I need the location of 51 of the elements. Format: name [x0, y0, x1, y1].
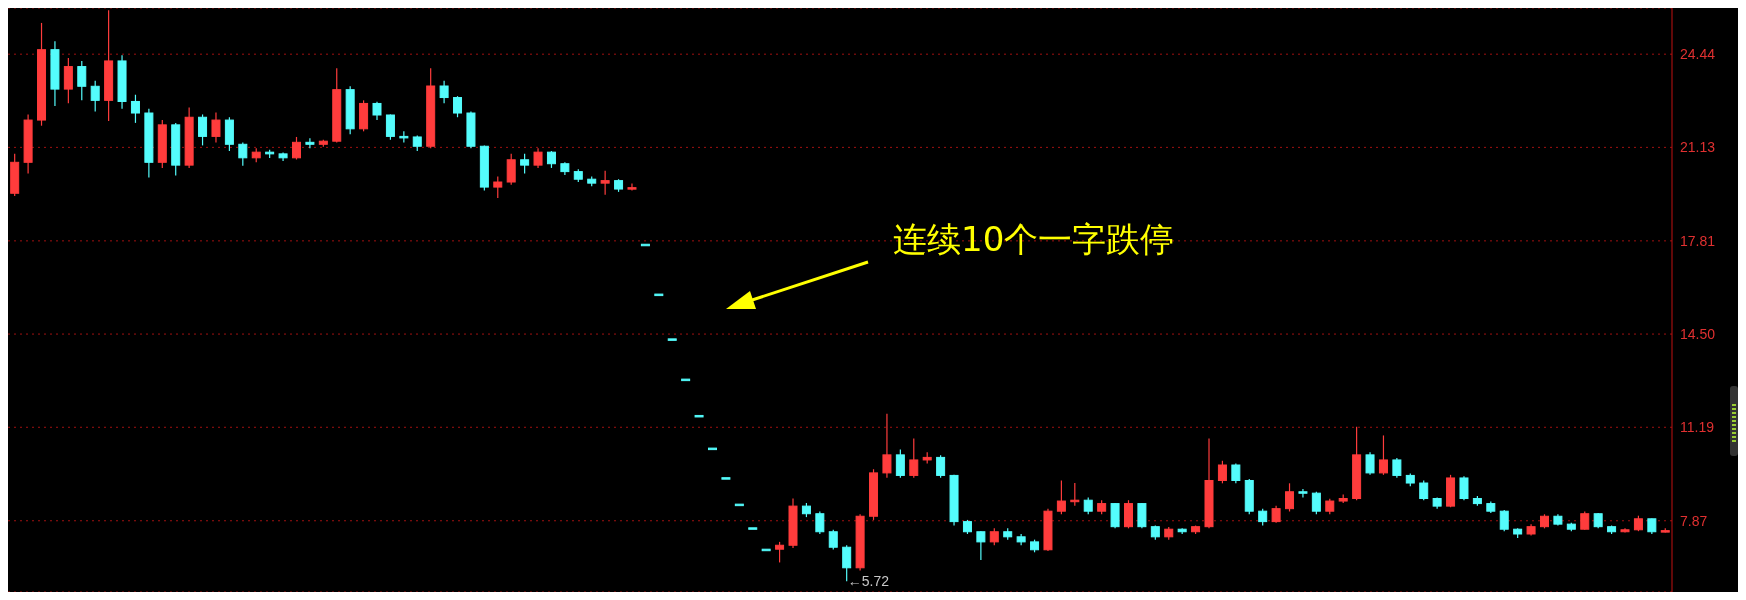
- y-tick-label: 7.87: [1680, 512, 1708, 529]
- candlestick: [1378, 434, 1388, 476]
- candlestick: [493, 175, 503, 199]
- candlestick: [1459, 475, 1469, 501]
- candlestick: [1365, 451, 1375, 476]
- y-tick-label: 14.50: [1680, 326, 1716, 343]
- candlestick: [1056, 479, 1066, 515]
- candlestick: [1285, 482, 1295, 513]
- candlestick: [439, 80, 449, 104]
- y-tick-label: 21.13: [1680, 139, 1716, 156]
- candlestick: [90, 80, 100, 113]
- y-tick-label: 11.19: [1680, 419, 1715, 436]
- annotation: 连续10个一字跌停: [893, 219, 1175, 259]
- candlestick: [976, 530, 986, 561]
- candlestick: [842, 544, 852, 582]
- candlestick: [533, 147, 543, 169]
- y-tick-label: 17.81: [1680, 232, 1716, 249]
- candlestick: [1499, 509, 1509, 532]
- candlestick: [305, 137, 315, 149]
- candlestick: [1217, 460, 1227, 484]
- candlestick: [385, 113, 395, 141]
- candlestick: [453, 95, 463, 118]
- candlestick: [909, 437, 919, 479]
- candlestick: [1419, 479, 1429, 501]
- candlestick: [600, 170, 610, 196]
- candlestick: [77, 60, 87, 101]
- candlestick: [1392, 457, 1402, 479]
- candlestick: [198, 113, 208, 147]
- candlestick: [627, 182, 637, 192]
- candlestick: [828, 529, 838, 551]
- annotation: ←5.72: [847, 573, 890, 590]
- candlestick: [895, 448, 905, 479]
- candlestick: [1298, 488, 1308, 498]
- candlestick: [130, 94, 140, 124]
- candlestick: [1580, 510, 1590, 531]
- candlestick: [291, 136, 301, 161]
- candlestick: [238, 142, 248, 167]
- candlestick: [1311, 491, 1321, 515]
- y-tick-label: 24.44: [1680, 46, 1716, 63]
- candlestick: [1137, 502, 1147, 529]
- candlestick: [1110, 502, 1120, 529]
- candlestick: [372, 101, 382, 121]
- candlestick: [506, 153, 516, 186]
- candlestick: [1123, 499, 1133, 529]
- candlestick: [775, 541, 785, 564]
- candlestick: [211, 111, 221, 144]
- candlestick: [936, 454, 946, 479]
- candlestick: [520, 153, 530, 175]
- candlestick: [815, 510, 825, 535]
- candlestick: [882, 413, 892, 479]
- candlestick: [63, 57, 73, 104]
